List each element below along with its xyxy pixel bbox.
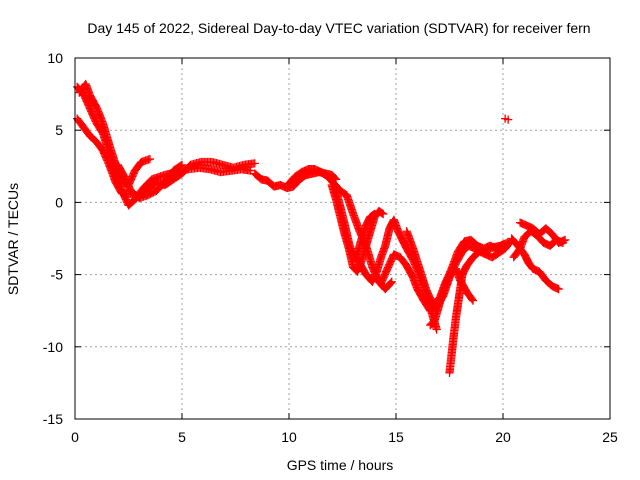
y-tick-label: -15 [43, 411, 63, 427]
x-tick-label: 20 [495, 429, 511, 445]
x-axis-label: GPS time / hours [287, 457, 394, 473]
plot-frame [74, 57, 611, 420]
x-tick-labels: 0 5 10 15 20 25 [71, 429, 618, 445]
data-point-track-13 [504, 239, 513, 249]
data-point-track-3 [250, 159, 259, 168]
data-point-track-6 [386, 278, 395, 288]
data-point-track-12 [468, 296, 478, 305]
y-axis-label: SDTVAR / TECUs [5, 183, 21, 295]
x-tick-label: 15 [388, 429, 404, 445]
data-point-track-2 [145, 154, 155, 164]
data-point-track-15 [554, 284, 563, 294]
x-tick-label: 5 [178, 429, 186, 445]
x-tick-label: 25 [602, 429, 618, 445]
chart-title: Day 145 of 2022, Sidereal Day-to-day VTE… [87, 20, 590, 36]
data-point-track-17 [560, 235, 570, 245]
x-tick-label: 10 [281, 429, 297, 445]
axis-ticks [74, 57, 611, 420]
y-tick-label: -10 [43, 339, 63, 355]
data-point-track-6 [387, 277, 396, 286]
data-point-track-12 [467, 295, 477, 304]
data-point-track-7 [377, 209, 387, 218]
data-point-track-8 [369, 210, 378, 219]
data-points [72, 79, 570, 377]
data-point-track-9 [432, 325, 441, 334]
data-point-track-14 [500, 114, 510, 123]
data-point-track-4 [177, 160, 187, 170]
y-tick-label: 5 [55, 122, 63, 138]
y-tick-label: 10 [47, 50, 63, 66]
x-tick-label: 0 [71, 429, 79, 445]
data-point-track-4 [176, 161, 185, 170]
data-point-track-8 [370, 209, 379, 219]
data-point-track-14 [503, 115, 513, 124]
data-point-track-7 [379, 209, 388, 219]
data-point-track-1 [246, 166, 255, 175]
y-tick-label: 0 [55, 194, 63, 210]
y-tick-label: -5 [51, 267, 64, 283]
y-tick-labels: 10 5 0 -5 -10 -15 [43, 50, 63, 427]
